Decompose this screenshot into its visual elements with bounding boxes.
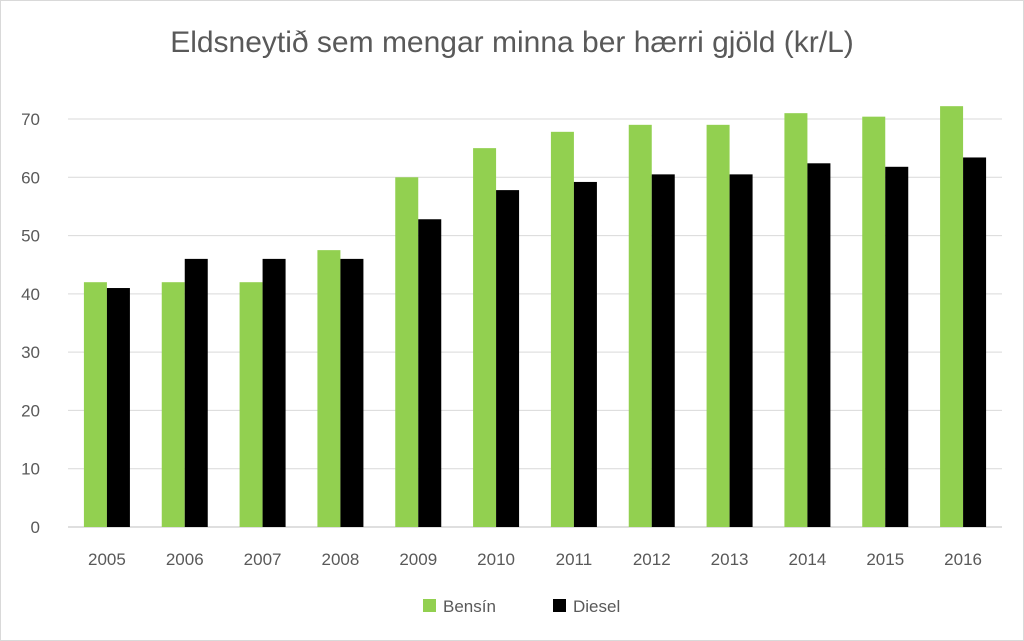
x-tick-label: 2008 [322, 550, 360, 569]
x-tick-label: 2015 [866, 550, 904, 569]
gridlines [68, 118, 1002, 528]
bar-diesel-2007 [262, 258, 286, 527]
bar-diesel-2005 [106, 288, 130, 527]
bar-bensin-2012 [628, 124, 652, 527]
bar-bensin-2005 [83, 282, 107, 527]
bar-bensin-2013 [706, 124, 730, 527]
bar-diesel-2014 [807, 163, 831, 527]
legend-label: Bensín [443, 597, 496, 616]
y-tick-label: 30 [21, 343, 40, 362]
bar-diesel-2015 [885, 166, 909, 527]
x-tick-label: 2011 [556, 550, 593, 569]
x-tick-label: 2016 [944, 550, 982, 569]
y-axis-ticks: 0 10 20 30 40 50 60 70 [21, 110, 40, 537]
y-tick-label: 10 [21, 460, 40, 479]
x-tick-label: 2014 [789, 550, 827, 569]
bar-bensin-2011 [550, 131, 574, 527]
bar-diesel-2013 [729, 174, 753, 527]
bar-bensin-2010 [473, 148, 497, 527]
y-tick-label: 60 [21, 168, 40, 187]
bar-bensin-2009 [395, 177, 419, 528]
bar-diesel-2008 [340, 258, 364, 527]
x-tick-label: 2013 [711, 550, 749, 569]
bar-diesel-2012 [651, 174, 675, 527]
bars [83, 106, 987, 528]
y-tick-label: 70 [21, 110, 40, 129]
bar-bensin-2007 [239, 282, 263, 527]
x-tick-label: 2010 [477, 550, 515, 569]
legend-swatch-bensin [423, 599, 436, 612]
bar-bensin-2006 [161, 282, 185, 527]
bar-bensin-2015 [862, 116, 886, 527]
chart-title: Eldsneytið sem mengar minna ber hærri gj… [170, 26, 854, 59]
legend-label: Diesel [573, 597, 620, 616]
y-tick-label: 0 [31, 518, 40, 537]
bar-diesel-2016 [963, 157, 987, 527]
x-tick-label: 2012 [633, 550, 671, 569]
x-tick-label: 2005 [88, 550, 126, 569]
x-tick-label: 2006 [166, 550, 204, 569]
bar-diesel-2011 [573, 181, 597, 527]
bar-bensin-2008 [317, 250, 341, 527]
x-axis-ticks: 2005 2006 2007 2008 2009 2010 2011 2012 2013 2014… [88, 550, 982, 569]
bar-bensin-2016 [940, 106, 964, 528]
y-tick-label: 40 [21, 285, 40, 304]
x-tick-label: 2007 [244, 550, 282, 569]
legend-swatch-diesel [553, 599, 566, 612]
bar-bensin-2014 [784, 113, 808, 528]
y-tick-label: 50 [21, 227, 40, 246]
legend: Bensín Diesel [423, 597, 620, 616]
bar-diesel-2010 [496, 190, 520, 527]
bar-diesel-2009 [418, 219, 442, 527]
x-tick-label: 2009 [399, 550, 437, 569]
y-tick-label: 20 [21, 401, 40, 420]
bar-diesel-2006 [184, 258, 208, 527]
